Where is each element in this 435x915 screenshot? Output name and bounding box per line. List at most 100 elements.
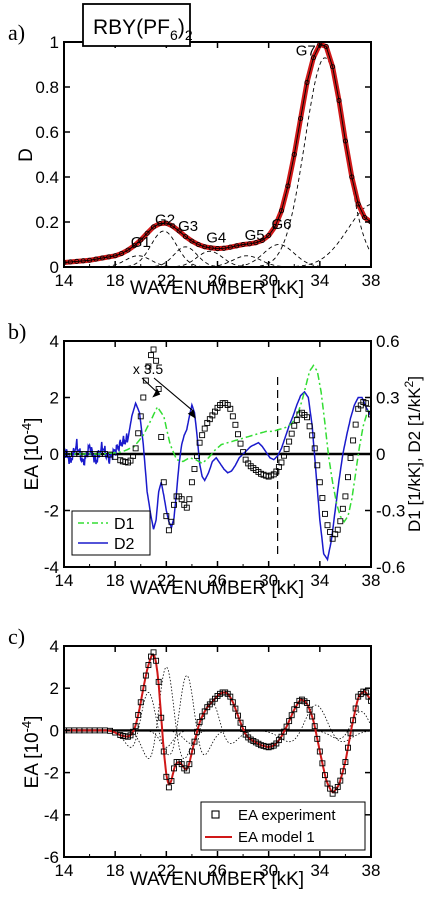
ea-point-b (186, 496, 193, 503)
ea-point-c (232, 705, 239, 712)
ea-point-b (311, 445, 318, 452)
ea-point-b (339, 505, 346, 512)
ea-point-b (163, 513, 170, 520)
y2-axis-label-b: D1 [1/kK], D2 [1/kK2] (402, 376, 424, 532)
y2-tick-label: 0.6 (376, 332, 400, 351)
ea-point-b (314, 462, 321, 469)
spectrum-point-a (285, 183, 291, 189)
legend-b: D1 D2 (71, 510, 151, 556)
spectrum-point-a (323, 43, 329, 50)
ea-point-c (135, 711, 142, 718)
ea-point-c (235, 712, 241, 719)
spectrum-point-a (253, 240, 259, 246)
ea-point-c (316, 748, 323, 755)
ea-point-b (142, 377, 149, 384)
scale-annotation: x 3.5 (133, 361, 164, 377)
y-tick-label: 0.4 (35, 168, 59, 187)
ea-point-b (342, 493, 349, 500)
x-tick-label: 30 (259, 861, 278, 880)
ea-point-c (334, 783, 341, 790)
x-tick-label: 30 (259, 571, 278, 590)
ea-point-c (304, 700, 310, 706)
ea-point-b (322, 510, 328, 517)
ea-point-c (132, 723, 139, 730)
ea-point-b (137, 413, 144, 420)
spectrum-point-a (304, 79, 310, 86)
ea-point-b (160, 479, 167, 486)
y-tick-label: 4 (50, 637, 59, 656)
spectrum-point-a (67, 259, 73, 265)
ea-point-b (283, 445, 290, 452)
x-tick-label: 22 (157, 571, 176, 590)
ea-point-b (150, 346, 157, 353)
spectrum-point-a (330, 64, 336, 70)
ea-point-b (237, 440, 244, 447)
ea-point-b (368, 411, 371, 418)
ea-point-b (201, 425, 208, 432)
ea-point-c (165, 784, 172, 791)
y-tick-label: 0 (50, 258, 59, 277)
ea-point-b (153, 357, 160, 364)
y-tick-label: 4 (50, 332, 59, 351)
ea-point-c (186, 761, 193, 768)
ea-point-b (309, 432, 316, 439)
spectrum-point-a (112, 253, 118, 259)
peak-label-G4: G4 (206, 229, 226, 246)
ea-point-b (188, 479, 195, 486)
ea-point-b (199, 432, 206, 439)
ea-point-b (232, 421, 239, 428)
x-tick-label: 34 (310, 271, 329, 290)
ea-point-b (191, 466, 198, 473)
spectrum-point-a (355, 201, 361, 207)
spectrum-point-a (342, 138, 348, 144)
ea-point-b (286, 438, 293, 445)
ea-point-b (196, 439, 203, 446)
panel-c: 14 18 22 26 30 34 38 -6 -4 -2 0 2 4 EA experiment EA… (19, 637, 380, 890)
d2-curve (64, 390, 371, 562)
spectrum-point-a (74, 258, 80, 264)
peak-label-G6: G6 (271, 216, 291, 233)
ea-point-c (137, 699, 144, 706)
x-tick-label: 22 (157, 861, 176, 880)
spectrum-point-a (278, 208, 285, 214)
ea-point-b (148, 352, 154, 359)
x-tick-label: 30 (259, 271, 278, 290)
ea-model-curve (64, 653, 371, 794)
ea-point-b (240, 449, 247, 456)
ea-point-c (227, 693, 234, 700)
component-curve-c (64, 700, 371, 745)
legend-label-d1: D1 (114, 516, 135, 533)
spectrum-point-a (87, 257, 93, 263)
ea-point-c (130, 728, 137, 735)
spectrum-point-a (195, 241, 201, 248)
ea-point-b (140, 394, 147, 401)
ea-point-b (362, 400, 369, 407)
panel-label-c: c) (8, 624, 25, 649)
legend-swatch-experiment (211, 810, 220, 819)
ea-point-c (350, 717, 357, 724)
x-tick-label: 38 (362, 861, 381, 880)
ea-point-c (229, 699, 236, 706)
ea-point-c (168, 778, 175, 784)
x-axis-label-b: WAVENUMBER [kK] (130, 578, 304, 599)
y2-tick-label: 0.3 (376, 389, 400, 408)
ea-point-c (194, 728, 200, 735)
spectrum-point-a (106, 254, 112, 260)
ea-point-c (158, 714, 165, 721)
x-tick-label: 22 (157, 271, 176, 290)
spectrum-point-a (291, 151, 297, 158)
y-tick-label: 0.2 (35, 213, 59, 232)
ea-point-c (314, 735, 321, 742)
ea-point-c (306, 706, 313, 713)
ea-point-b (229, 413, 236, 420)
spectrum-point-a (99, 255, 105, 261)
ea-point-c (196, 719, 203, 725)
x-tick-label: 18 (106, 571, 125, 590)
ea-point-c (283, 723, 290, 730)
ea-point-b (304, 414, 310, 421)
spectrum-point-a (170, 223, 176, 229)
y-tick-label: -2 (44, 764, 59, 783)
ea-point-b (145, 363, 152, 370)
ea-point-b (235, 431, 241, 438)
ea-point-c (337, 777, 344, 784)
